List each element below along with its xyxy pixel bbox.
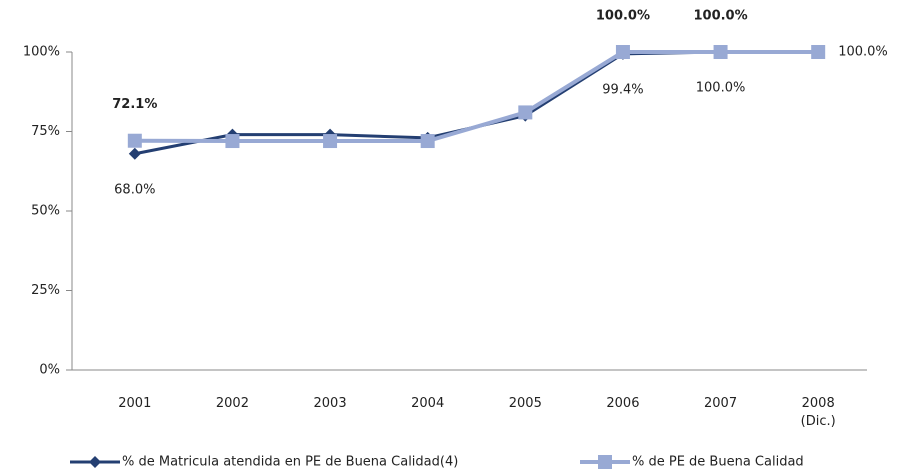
value-label: 100.0% [693, 9, 747, 24]
x-tick-label: 2004 [411, 396, 445, 411]
marker [323, 134, 338, 149]
marker [615, 45, 630, 59]
value-label: 99.4% [602, 82, 643, 97]
legend-label: % de Matricula atendida en PE de Buena C… [122, 455, 458, 470]
marker [518, 105, 533, 120]
marker [89, 456, 101, 468]
y-tick-label: 25% [31, 283, 60, 298]
value-label: 100.0% [838, 45, 888, 60]
x-tick-label: 2006 [606, 396, 640, 411]
marker [713, 45, 728, 59]
marker [811, 45, 826, 59]
value-label: 72.1% [112, 97, 157, 112]
marker [225, 134, 240, 149]
marker [598, 455, 612, 469]
x-tick-label: 2005 [508, 396, 542, 411]
value-label: 68.0% [114, 182, 155, 197]
x-tick-label: 2007 [704, 396, 738, 411]
x-tick-label: 2002 [215, 396, 249, 411]
marker [127, 133, 142, 148]
legend-label: % de PE de Buena Calidad [632, 455, 804, 470]
y-tick-label: 75% [31, 124, 60, 139]
x-tick-label: 2008 (Dic.) [800, 396, 836, 429]
marker [420, 134, 435, 149]
marker [128, 147, 141, 160]
value-label: 100.0% [696, 81, 746, 96]
y-tick-label: 0% [39, 363, 60, 378]
value-label: 100.0% [596, 9, 650, 24]
y-tick-label: 50% [31, 204, 60, 219]
x-tick-label: 2003 [313, 396, 347, 411]
x-tick-label: 2001 [118, 396, 152, 411]
y-tick-label: 100% [23, 45, 60, 60]
series-line [134, 50, 819, 144]
